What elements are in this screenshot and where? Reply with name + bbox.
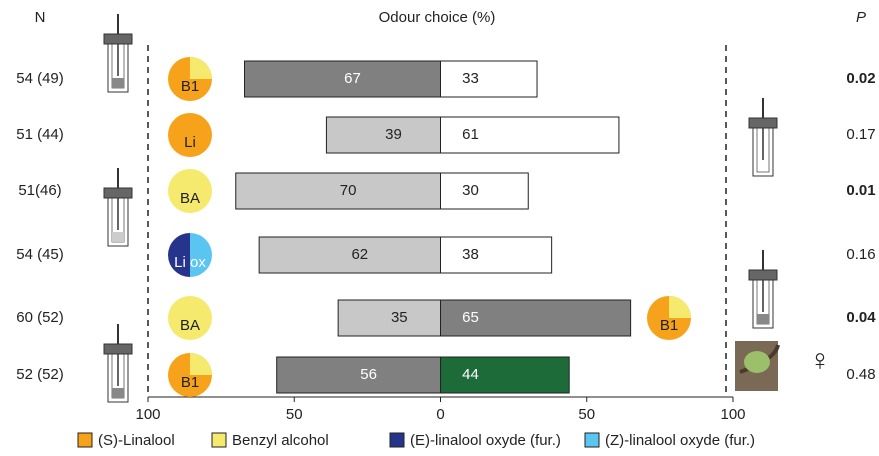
legend-label: (S)-Linalool xyxy=(98,432,175,449)
pie-wedge xyxy=(190,353,212,375)
pie-fill xyxy=(168,296,212,340)
stimulus-pie: B1 xyxy=(168,57,212,101)
bar-label: 38 xyxy=(462,246,479,263)
pie-label: B1 xyxy=(660,317,678,334)
bar-label: 56 xyxy=(360,366,377,383)
p-value: 0.04 xyxy=(846,309,876,326)
legend-swatch xyxy=(77,432,93,448)
bar-label: 35 xyxy=(391,309,408,326)
right-stimulus-pie: B1 xyxy=(647,296,691,340)
bar-right xyxy=(440,60,538,98)
x-tick-label: 50 xyxy=(578,406,595,423)
stimulus-pie: Li ox xyxy=(168,233,212,277)
n-label: 51 (44) xyxy=(16,126,64,143)
p-value: 0.02 xyxy=(846,70,875,87)
stimulus-pie: Li xyxy=(168,113,212,157)
fig-photo xyxy=(735,341,780,391)
pie-label: BA xyxy=(180,190,200,207)
bar-left xyxy=(325,116,441,154)
tube-bottom xyxy=(112,232,124,242)
bar-left xyxy=(337,299,441,337)
bar-label: 65 xyxy=(462,309,479,326)
x-tick-label: 100 xyxy=(720,406,745,423)
tube-bottom xyxy=(757,314,769,324)
n-label: 60 (52) xyxy=(16,309,64,326)
tube-cap xyxy=(103,33,133,45)
x-tick-label: 0 xyxy=(436,406,444,423)
bar-right xyxy=(440,116,620,154)
female-symbol: ♀ xyxy=(809,344,832,377)
bar-right xyxy=(440,299,632,337)
pie-wedge xyxy=(190,57,212,79)
bar-label: 33 xyxy=(462,70,479,87)
n-header: N xyxy=(35,9,46,26)
x-tick-label: 100 xyxy=(135,406,160,423)
bar-label: 30 xyxy=(462,182,479,199)
bar-label: 70 xyxy=(340,182,357,199)
p-value: 0.17 xyxy=(846,126,875,143)
legend-swatch xyxy=(389,432,405,448)
stimulus-pie: B1 xyxy=(168,353,212,397)
n-label: 54 (49) xyxy=(16,70,64,87)
pie-fill xyxy=(168,169,212,213)
stimulus-pie: BA xyxy=(168,169,212,213)
tube-cap xyxy=(748,117,778,129)
p-value: 0.16 xyxy=(846,246,875,263)
bar-right xyxy=(440,172,529,210)
tube-icon xyxy=(748,250,778,329)
pie-label: B1 xyxy=(181,374,199,391)
bar-label: 39 xyxy=(385,126,402,143)
pie-wedge xyxy=(669,296,691,318)
tube-bottom xyxy=(112,388,124,398)
legend-label: Benzyl alcohol xyxy=(232,432,329,449)
p-value: 0.48 xyxy=(846,366,875,383)
tube-icon xyxy=(748,98,778,177)
bar-label: 67 xyxy=(344,70,361,87)
bar-left xyxy=(235,172,441,210)
x-tick-label: 50 xyxy=(286,406,303,423)
legend-swatch xyxy=(584,432,600,448)
bar-left xyxy=(258,236,441,274)
bar-label: 62 xyxy=(351,246,368,263)
pie-half xyxy=(168,233,190,277)
bar-left xyxy=(244,60,441,98)
bar-label: 44 xyxy=(462,366,479,383)
bar-left xyxy=(276,356,442,394)
n-label: 54 (45) xyxy=(16,246,64,263)
pie-label: Li xyxy=(184,134,196,151)
pie-fill xyxy=(168,113,212,157)
stimulus-pie: BA xyxy=(168,296,212,340)
pie-half xyxy=(190,233,212,277)
pie-label: Li ox xyxy=(174,254,206,271)
tube-cap xyxy=(748,269,778,281)
n-label: 51(46) xyxy=(18,182,61,199)
bar-label: 61 xyxy=(462,126,479,143)
tube-icon xyxy=(103,14,133,93)
pie-label: BA xyxy=(180,317,200,334)
bar-right xyxy=(440,356,570,394)
chart-title: Odour choice (%) xyxy=(379,9,496,26)
legend-label: (Z)-linalool oxyde (fur.) xyxy=(605,432,755,449)
tube-cap xyxy=(103,343,133,355)
tube-icon xyxy=(103,168,133,247)
bar-right xyxy=(440,236,553,274)
n-label: 52 (52) xyxy=(16,366,64,383)
p-header: P xyxy=(856,9,866,26)
legend-swatch xyxy=(211,432,227,448)
tube-cap xyxy=(103,187,133,199)
tube-bottom xyxy=(112,78,124,88)
p-value: 0.01 xyxy=(846,182,875,199)
tube-icon xyxy=(103,324,133,403)
pie-label: B1 xyxy=(181,78,199,95)
legend-label: (E)-linalool oxyde (fur.) xyxy=(410,432,561,449)
